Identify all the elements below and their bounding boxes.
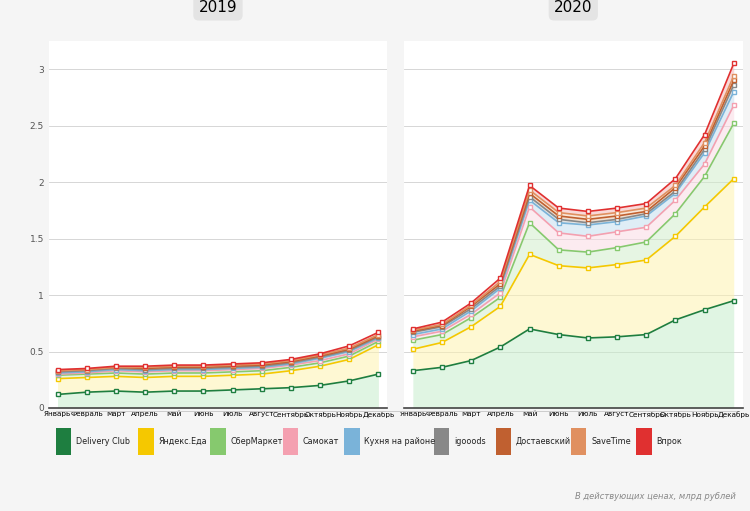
Text: В действующих ценах, млрд рублей: В действующих ценах, млрд рублей bbox=[574, 492, 736, 501]
Text: Самокат: Самокат bbox=[303, 437, 339, 446]
Text: 2020: 2020 bbox=[554, 0, 592, 15]
Text: igooods: igooods bbox=[454, 437, 485, 446]
Text: СберМаркет: СберМаркет bbox=[230, 437, 283, 446]
FancyBboxPatch shape bbox=[496, 428, 511, 455]
Text: SaveTime: SaveTime bbox=[591, 437, 631, 446]
FancyBboxPatch shape bbox=[344, 428, 359, 455]
FancyBboxPatch shape bbox=[433, 428, 449, 455]
FancyBboxPatch shape bbox=[211, 428, 226, 455]
FancyBboxPatch shape bbox=[56, 428, 71, 455]
Text: Яндекс.Еда: Яндекс.Еда bbox=[158, 437, 207, 446]
Text: Delivery Club: Delivery Club bbox=[76, 437, 130, 446]
FancyBboxPatch shape bbox=[572, 428, 586, 455]
Text: Кухня на районе: Кухня на районе bbox=[364, 437, 436, 446]
FancyBboxPatch shape bbox=[138, 428, 154, 455]
Text: 2019: 2019 bbox=[199, 0, 237, 15]
Text: Впрок: Впрок bbox=[656, 437, 682, 446]
Text: Достаевский: Достаевский bbox=[516, 437, 571, 446]
FancyBboxPatch shape bbox=[636, 428, 652, 455]
FancyBboxPatch shape bbox=[283, 428, 298, 455]
